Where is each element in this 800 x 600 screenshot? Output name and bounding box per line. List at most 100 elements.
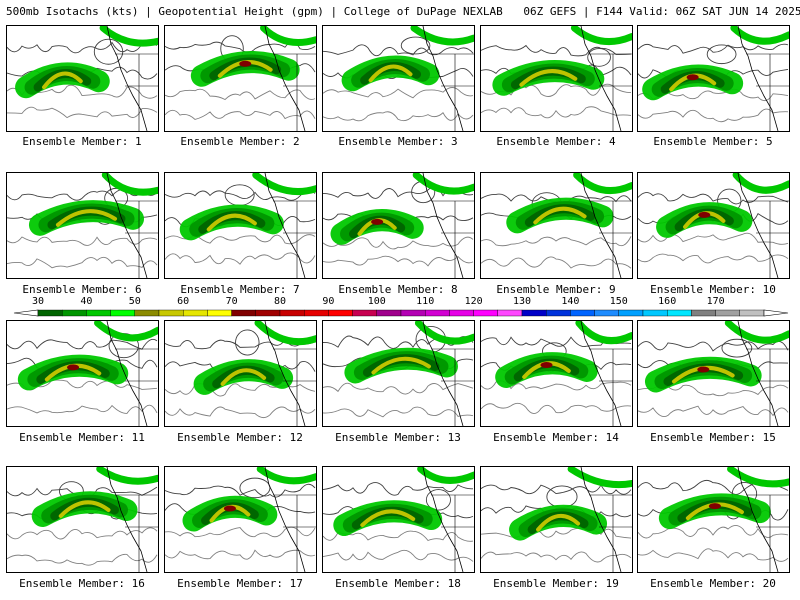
colorbar-segment	[715, 309, 740, 317]
height-contour	[481, 551, 632, 563]
map-header: 500mb Isotachs (kts) | Geopotential Heig…	[6, 5, 800, 19]
ensemble-member-label: Ensemble Member: 18	[335, 577, 461, 590]
political-borders	[115, 53, 158, 131]
colorbar-segment	[207, 309, 232, 317]
ensemble-map-panel	[480, 25, 633, 132]
colorbar-segment	[86, 309, 111, 317]
jet-isotach-band	[533, 206, 587, 225]
northern-jet-band	[412, 173, 474, 195]
ensemble-member-label: Ensemble Member: 11	[19, 431, 145, 444]
political-borders	[431, 494, 474, 572]
ensemble-member-label: Ensemble Member: 7	[180, 283, 300, 296]
ensemble-map-panel	[6, 172, 159, 279]
height-contour	[323, 549, 474, 562]
coastline	[422, 173, 464, 278]
political-borders	[431, 200, 474, 278]
colorbar-tick-label: 50	[128, 296, 141, 307]
colorbar-segment	[37, 309, 63, 317]
closed-low-contour	[546, 485, 578, 508]
colorbar-tick-label: 140	[561, 296, 580, 307]
political-borders	[431, 348, 474, 426]
coastline	[264, 467, 306, 572]
coastline	[580, 321, 622, 426]
height-contour	[638, 108, 789, 123]
coastline	[264, 26, 306, 131]
closed-low-contour	[706, 44, 737, 65]
coastline	[737, 321, 779, 426]
height-contour	[165, 109, 316, 120]
ensemble-map-panel	[322, 320, 475, 427]
northern-jet-band	[252, 173, 316, 196]
height-contour	[7, 41, 158, 54]
colorbar-segment	[231, 309, 257, 317]
jet-isotach-band	[206, 213, 257, 232]
height-contour	[165, 483, 316, 498]
northern-jet-band	[727, 467, 789, 488]
political-borders	[115, 200, 158, 278]
northern-jet-band	[101, 173, 158, 196]
northern-jet-band	[260, 26, 316, 46]
ensemble-member-label: Ensemble Member: 15	[650, 431, 776, 444]
colorbar-tick-label: 60	[177, 296, 190, 307]
height-contour	[7, 256, 158, 269]
height-contour	[481, 44, 632, 57]
political-borders	[115, 348, 158, 426]
ensemble-map-panel	[164, 172, 317, 279]
coastline	[106, 467, 148, 572]
colorbar-left-arrow	[13, 309, 39, 317]
header-run-info: 06Z GEFS | F144 Valid: 06Z SAT JUN 14 20…	[523, 5, 800, 18]
political-borders	[746, 53, 789, 131]
isotach-colorbar	[13, 309, 789, 317]
colorbar-tick-label: 120	[464, 296, 483, 307]
colorbar-segment	[158, 309, 184, 317]
ensemble-map-panel	[322, 466, 475, 573]
height-contour	[165, 252, 316, 265]
height-contour	[7, 553, 158, 566]
map-graphic	[7, 173, 158, 278]
height-contour	[323, 482, 474, 496]
map-graphic	[323, 173, 474, 278]
northern-jet-band	[570, 26, 632, 46]
colorbar-segment	[546, 309, 571, 317]
ensemble-map-panel	[637, 172, 790, 279]
colorbar-segment	[691, 309, 716, 317]
coastline	[264, 173, 306, 278]
colorbar-tick-label: 170	[706, 296, 725, 307]
height-contour	[323, 87, 474, 99]
ensemble-map-panel	[164, 25, 317, 132]
colorbar-segment	[279, 309, 305, 317]
jet-isotach-band	[368, 64, 413, 83]
coastline	[737, 467, 779, 572]
northern-jet-band	[254, 321, 316, 346]
coastline	[106, 173, 148, 278]
northern-jet-band	[94, 321, 158, 342]
ensemble-member-label: Ensemble Member: 14	[493, 431, 619, 444]
height-contour	[7, 106, 158, 119]
jet-max-core	[540, 361, 553, 368]
jet-max-core	[698, 211, 711, 218]
coastline	[580, 26, 622, 131]
coastline	[580, 467, 622, 572]
ensemble-member-label: Ensemble Member: 10	[650, 283, 776, 296]
height-contour	[323, 236, 474, 250]
map-graphic	[7, 321, 158, 426]
ensemble-member-label: Ensemble Member: 19	[493, 577, 619, 590]
political-borders	[746, 348, 789, 426]
map-graphic	[638, 321, 789, 426]
height-contour	[7, 527, 158, 540]
ensemble-map-panel	[6, 320, 159, 427]
height-contour	[323, 44, 474, 57]
political-borders	[589, 200, 632, 278]
map-graphic	[481, 321, 632, 426]
jet-isotach-band	[360, 509, 416, 528]
ensemble-member-label: Ensemble Member: 13	[335, 431, 461, 444]
northern-jet-band	[256, 467, 316, 485]
closed-low-contour	[721, 338, 753, 358]
political-borders	[431, 53, 474, 131]
map-graphic	[323, 26, 474, 131]
colorbar-segment	[473, 309, 499, 317]
colorbar-tick-label: 100	[367, 296, 386, 307]
height-contour	[323, 382, 474, 395]
ensemble-member-label: Ensemble Member: 3	[338, 135, 458, 148]
height-contour	[638, 232, 789, 245]
